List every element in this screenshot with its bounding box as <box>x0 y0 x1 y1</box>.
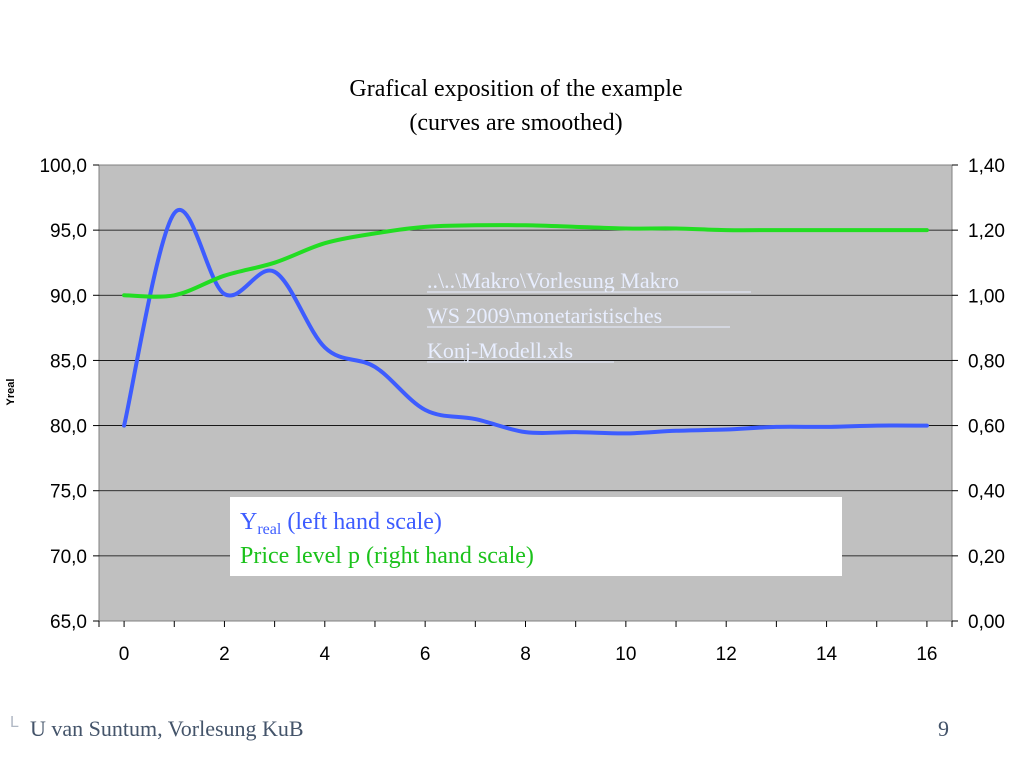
y2-tick-label: 0,60 <box>968 417 1005 438</box>
chart-title-line: (curves are smoothed) <box>409 110 622 136</box>
chart: Grafical exposition of the example (curve… <box>5 76 1005 665</box>
y-tick-label: 75,0 <box>50 482 87 503</box>
y2-tick-label: 0,20 <box>968 547 1005 568</box>
file-link-line: WS 2009\monetaristisches <box>427 303 662 328</box>
y-tick-label: 65,0 <box>50 612 87 633</box>
x-tick-label: 8 <box>520 644 531 665</box>
x-tick-label: 4 <box>320 644 331 665</box>
y2-tick-label: 0,40 <box>968 482 1005 503</box>
x-tick-label: 0 <box>119 644 130 665</box>
file-link-line: Konj-Modell.xls <box>427 338 573 363</box>
x-tick-label: 2 <box>219 644 230 665</box>
series-line-price-level <box>122 223 929 299</box>
y2-tick-label: 0,80 <box>968 351 1005 372</box>
x-tick-label: 14 <box>816 644 838 665</box>
y2-tick-label: 1,40 <box>968 156 1005 177</box>
x-tick-label: 10 <box>615 644 636 665</box>
y-tick-label: 95,0 <box>50 221 87 242</box>
legend-price-level: Price level p (right hand scale) <box>240 543 534 569</box>
y-tick-label: 70,0 <box>50 547 87 568</box>
y-tick-label: 85,0 <box>50 351 87 372</box>
y-tick-label: 100,0 <box>39 156 87 177</box>
y2-tick-label: 1,00 <box>968 286 1005 307</box>
y2-tick-label: 0,00 <box>968 612 1005 633</box>
series-line-yreal <box>122 208 929 436</box>
footer-mark: L <box>10 714 19 731</box>
file-link-line: ..\..\Makro\Vorlesung Makro <box>427 268 679 293</box>
x-tick-label: 12 <box>716 644 737 665</box>
legend-box <box>230 497 842 576</box>
page-number: 9 <box>938 716 949 741</box>
footer-author: U van Suntum, Vorlesung KuB <box>30 716 304 741</box>
legend-yreal: Yreal (left hand scale) <box>240 509 442 538</box>
chart-title-line: Grafical exposition of the example <box>349 76 682 102</box>
y-tick-label: 80,0 <box>50 417 87 438</box>
y-tick-label: 90,0 <box>50 286 87 307</box>
y2-tick-label: 1,20 <box>968 221 1005 242</box>
x-tick-label: 16 <box>916 644 937 665</box>
y-axis-label: Yreal <box>5 379 17 406</box>
x-tick-label: 6 <box>420 644 431 665</box>
